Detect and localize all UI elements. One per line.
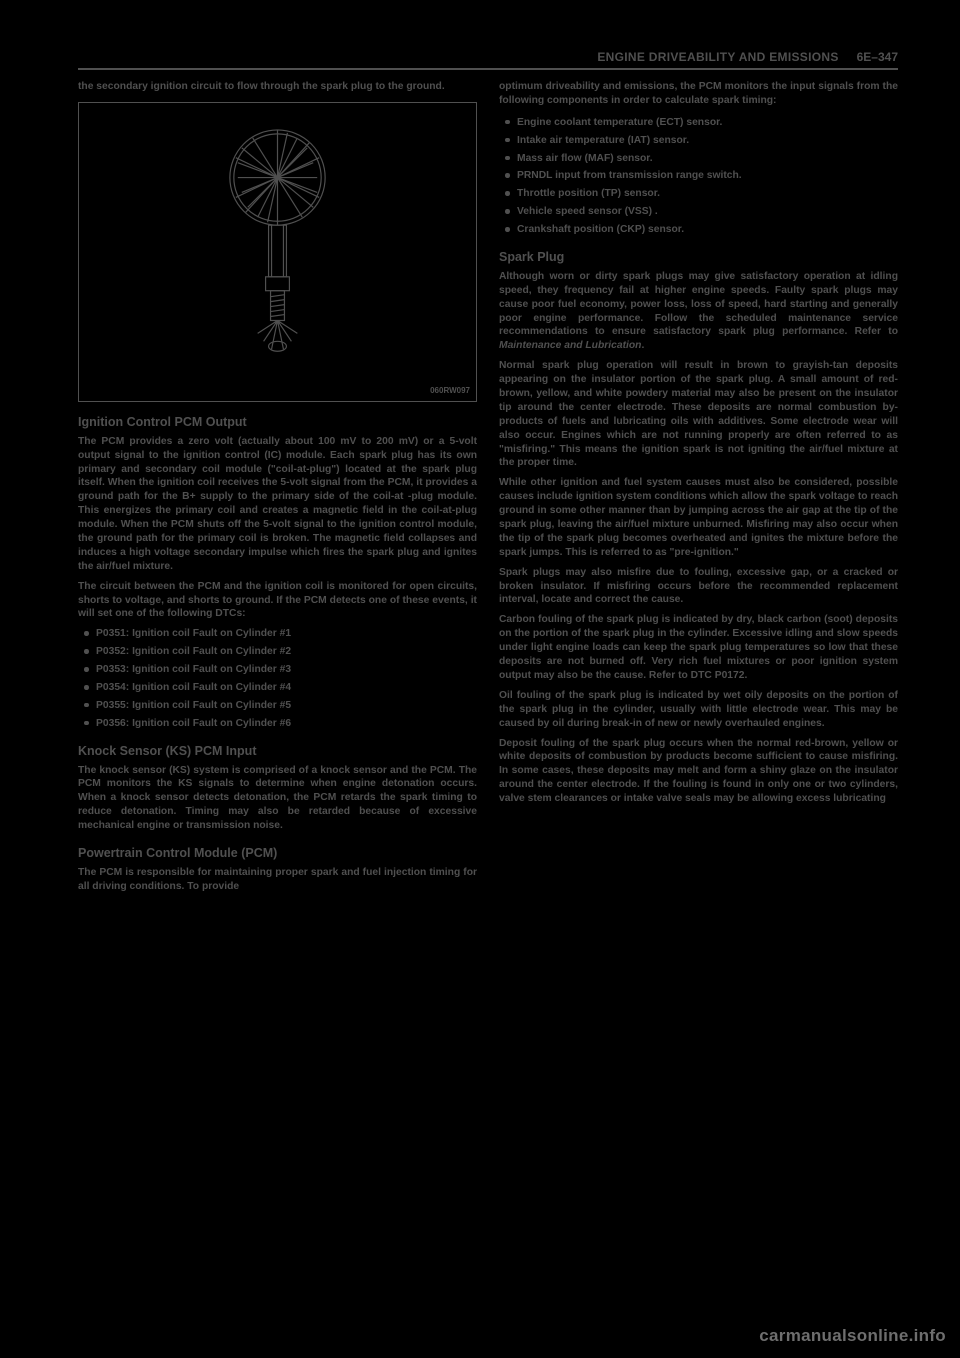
pcm-heading: Powertrain Control Module (PCM) bbox=[78, 845, 477, 862]
watermark: carmanualsonline.info bbox=[759, 1326, 946, 1346]
list-item: P0356: Ignition coil Fault on Cylinder #… bbox=[78, 717, 477, 731]
list-item: P0352: Ignition coil Fault on Cylinder #… bbox=[78, 645, 477, 659]
list-item: P0353: Ignition coil Fault on Cylinder #… bbox=[78, 663, 477, 677]
list-item: Vehicle speed sensor (VSS) . bbox=[499, 205, 898, 219]
pcm-p1: The PCM is responsible for maintaining p… bbox=[78, 866, 477, 894]
figure-label: 060RW097 bbox=[430, 386, 470, 397]
list-item: PRNDL input from transmission range swit… bbox=[499, 169, 898, 183]
list-item: Throttle position (TP) sensor. bbox=[499, 187, 898, 201]
ignition-control-p1: The PCM provides a zero volt (actually a… bbox=[78, 435, 477, 574]
list-item: P0351: Ignition coil Fault on Cylinder #… bbox=[78, 627, 477, 641]
list-item: Engine coolant temperature (ECT) sensor. bbox=[499, 116, 898, 130]
spark-plug-illustration bbox=[79, 103, 476, 401]
knock-sensor-heading: Knock Sensor (KS) PCM Input bbox=[78, 743, 477, 760]
list-item: Intake air temperature (IAT) sensor. bbox=[499, 134, 898, 148]
dtc-list: P0351: Ignition coil Fault on Cylinder #… bbox=[78, 627, 477, 730]
spark-plug-p7: Deposit fouling of the spark plug occurs… bbox=[499, 737, 898, 806]
knock-sensor-p1: The knock sensor (KS) system is comprise… bbox=[78, 764, 477, 833]
spark-plug-p2: Normal spark plug operation will result … bbox=[499, 359, 898, 470]
sensor-list: Engine coolant temperature (ECT) sensor.… bbox=[499, 116, 898, 237]
page: ENGINE DRIVEABILITY AND EMISSIONS 6E–347… bbox=[78, 50, 898, 900]
spark-plug-p4: Spark plugs may also misfire due to foul… bbox=[499, 566, 898, 608]
right-intro: optimum driveability and emissions, the … bbox=[499, 80, 898, 108]
spark-plug-p6: Oil fouling of the spark plug is indicat… bbox=[499, 689, 898, 731]
page-number: 6E–347 bbox=[857, 50, 898, 64]
ignition-control-heading: Ignition Control PCM Output bbox=[78, 414, 477, 431]
spark-plug-p5: Carbon fouling of the spark plug is indi… bbox=[499, 613, 898, 682]
header-title: ENGINE DRIVEABILITY AND EMISSIONS bbox=[597, 50, 838, 64]
list-item: P0354: Ignition coil Fault on Cylinder #… bbox=[78, 681, 477, 695]
list-item: P0355: Ignition coil Fault on Cylinder #… bbox=[78, 699, 477, 713]
right-column: optimum driveability and emissions, the … bbox=[499, 80, 898, 900]
spark-plug-p3: While other ignition and fuel system cau… bbox=[499, 476, 898, 559]
ignition-control-p2: The circuit between the PCM and the igni… bbox=[78, 580, 477, 622]
list-item: Mass air flow (MAF) sensor. bbox=[499, 152, 898, 166]
page-header: ENGINE DRIVEABILITY AND EMISSIONS 6E–347 bbox=[78, 50, 898, 70]
left-column: the secondary ignition circuit to flow t… bbox=[78, 80, 477, 900]
left-intro: the secondary ignition circuit to flow t… bbox=[78, 80, 477, 94]
spark-plug-p1: Although worn or dirty spark plugs may g… bbox=[499, 270, 898, 353]
spark-plug-figure: 060RW097 bbox=[78, 102, 477, 402]
list-item: Crankshaft position (CKP) sensor. bbox=[499, 223, 898, 237]
spark-plug-heading: Spark Plug bbox=[499, 249, 898, 266]
content-columns: the secondary ignition circuit to flow t… bbox=[78, 80, 898, 900]
